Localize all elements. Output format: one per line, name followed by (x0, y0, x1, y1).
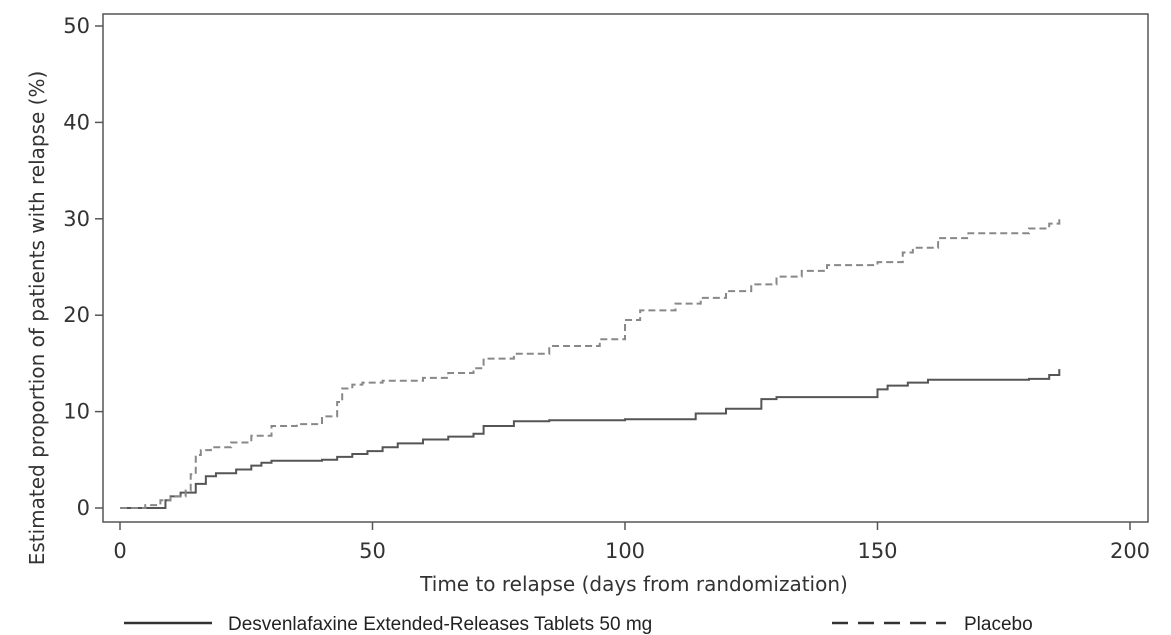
x-tick-label-0: 0 (113, 539, 126, 563)
y-tick-label-50: 50 (63, 14, 90, 38)
x-tick-label-50: 50 (359, 539, 386, 563)
y-tick-label-10: 10 (63, 400, 90, 424)
legend: Desvenlafaxine Extended-Releases Tablets… (124, 614, 1033, 635)
plot-frame (102, 13, 1149, 523)
legend-label-desvenlafaxine: Desvenlafaxine Extended-Releases Tablets… (228, 614, 652, 635)
y-tick-label-40: 40 (63, 110, 90, 134)
legend-label-placebo: Placebo (964, 614, 1033, 635)
series-line-desvenlafaxine (120, 369, 1061, 509)
series-lines (120, 215, 1061, 509)
x-axis-title: Time to relapse (days from randomization… (419, 572, 848, 596)
y-tick-label-30: 30 (63, 207, 90, 231)
y-tick-label-20: 20 (63, 303, 90, 327)
series-line-placebo (120, 215, 1061, 509)
x-tick-label-100: 100 (605, 539, 645, 563)
x-tick-label-200: 200 (1110, 539, 1150, 563)
axis-ticks: 0 50 100 150 200 0 10 20 30 40 50 (63, 14, 1150, 563)
y-tick-label-0: 0 (77, 496, 90, 520)
y-axis-title: Estimated proportion of patients with re… (25, 71, 49, 566)
x-tick-label-150: 150 (857, 539, 897, 563)
